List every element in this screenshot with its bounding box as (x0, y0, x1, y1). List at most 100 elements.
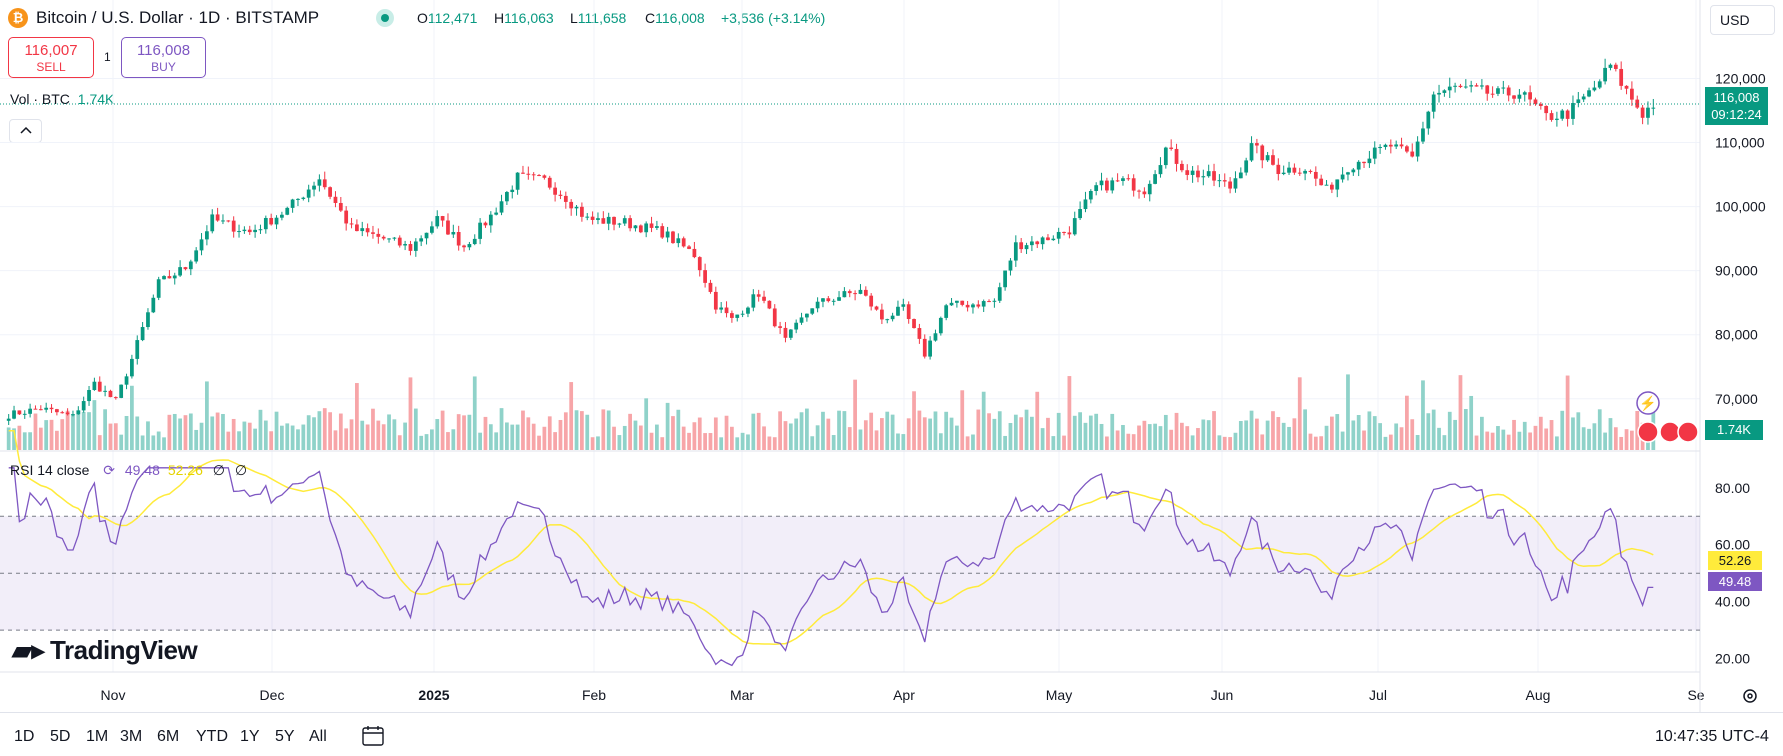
candle-body (896, 306, 900, 316)
volume-bar (22, 432, 27, 450)
sell-price: 116,007 (24, 42, 78, 59)
volume-bar (76, 410, 81, 450)
candle-body (65, 412, 70, 415)
time-axis-label: Jul (1369, 687, 1387, 703)
candle-body (885, 319, 890, 321)
volume-bar (853, 379, 857, 450)
candle-body (783, 327, 788, 338)
candle-body (1619, 68, 1624, 86)
timeframe-1d[interactable]: 1D (14, 728, 35, 745)
volume-bar (338, 413, 343, 450)
candle-body (87, 389, 91, 402)
candle-body (1185, 170, 1190, 175)
volume-bar (1458, 375, 1463, 450)
candle-body (371, 232, 375, 234)
candle-body (113, 397, 118, 399)
currency-select[interactable]: USD (1710, 5, 1775, 35)
timeframe-ytd[interactable]: YTD (196, 728, 228, 745)
volume-bar (660, 437, 665, 450)
volume-bar (1308, 433, 1313, 450)
candle-body (1346, 172, 1350, 175)
timeframe-all[interactable]: All (309, 728, 327, 745)
candle-body (44, 407, 49, 410)
symbol-title[interactable]: Bitcoin / U.S. Dollar · 1D · BITSTAMP (36, 8, 320, 27)
volume-bar (6, 427, 11, 450)
volume-bar (1496, 426, 1500, 450)
rsi-legend-extra-2: ∅ (234, 462, 248, 478)
volume-bar (1565, 375, 1570, 450)
volume-bar (344, 428, 349, 450)
rsi-legend-value: 49.48 (124, 462, 160, 478)
compare-icon[interactable]: ⟳ (103, 462, 115, 478)
volume-bar (1255, 418, 1259, 450)
rsi-legend-label: RSI 14 close (10, 462, 90, 478)
candle-body (558, 194, 563, 196)
volume-bar (917, 410, 922, 450)
volume-bar (831, 435, 836, 450)
rsi-axis-label: 20.00 (1715, 651, 1750, 667)
volume-bar (1576, 412, 1581, 450)
candle-body (1517, 94, 1522, 99)
timeframe-5y[interactable]: 5Y (275, 728, 295, 745)
timeframe-3m[interactable]: 3M (120, 728, 143, 745)
price-chart[interactable]: 120,000 110,000 100,000 90,000 80,000 70,000 N… (0, 0, 1783, 712)
buy-price: 116,008 (136, 42, 191, 59)
volume-bar (762, 426, 766, 450)
volume-bar (172, 413, 177, 450)
sell-button[interactable]: 116,007 SELL (8, 37, 94, 78)
timeframe-6m[interactable]: 6M (157, 728, 180, 745)
date-range-icon[interactable] (360, 724, 386, 753)
clock[interactable]: 10:47:35 UTC-4 (1655, 728, 1769, 745)
volume-bar (215, 412, 220, 450)
time-axis-label: Jun (1211, 687, 1234, 703)
candle-body (140, 327, 145, 341)
volume-bar (1046, 417, 1050, 450)
candle-body (1169, 147, 1174, 149)
volume-bar (1324, 425, 1329, 450)
candle-body (1538, 103, 1543, 106)
volume-bar (1351, 420, 1356, 450)
volume-bar (842, 411, 847, 450)
volume-bar (1174, 412, 1179, 450)
us-flag-icon (1659, 421, 1681, 443)
collapse-chevron-icon (20, 126, 32, 134)
volume-bar (756, 412, 761, 450)
candle-body (280, 214, 284, 218)
volume-bar (1597, 409, 1602, 450)
candle-body (938, 317, 943, 334)
candle-body (60, 412, 65, 414)
candle-body (419, 238, 424, 242)
candle-body (922, 338, 927, 357)
settings-gear-icon[interactable] (1740, 686, 1760, 711)
candle-body (1217, 180, 1222, 182)
volume-bar (1490, 432, 1495, 450)
candle-body (296, 198, 300, 200)
volume-bar (253, 428, 257, 450)
candle-body (1019, 242, 1024, 250)
candle-body (1496, 88, 1500, 94)
volume-bar (1147, 424, 1152, 450)
volume-bar (333, 430, 338, 450)
volume-bar (1131, 434, 1136, 450)
volume-bar (1003, 435, 1007, 450)
candle-body (987, 301, 991, 303)
candle-body (1469, 85, 1474, 87)
volume-bar (1099, 423, 1104, 450)
collapse-legend-button[interactable] (9, 119, 42, 143)
volume-bar (735, 437, 740, 450)
timeframe-1y[interactable]: 1Y (240, 728, 260, 745)
buy-button[interactable]: 116,008 BUY (121, 37, 206, 78)
candle-body (751, 294, 756, 308)
timeframe-1m[interactable]: 1M (86, 728, 109, 745)
ohlc-close: C116,008 (645, 10, 705, 26)
candle-body (205, 231, 209, 240)
volume-bar (494, 432, 499, 450)
candle-body (606, 216, 611, 224)
candle-body (1180, 163, 1184, 171)
bottom-toolbar (0, 712, 1783, 756)
candle-body (33, 408, 38, 410)
volume-bar (676, 409, 681, 450)
candle-body (944, 305, 949, 318)
timeframe-5d[interactable]: 5D (50, 728, 71, 745)
rsi-ma-badge: 52.26 (1708, 551, 1762, 570)
